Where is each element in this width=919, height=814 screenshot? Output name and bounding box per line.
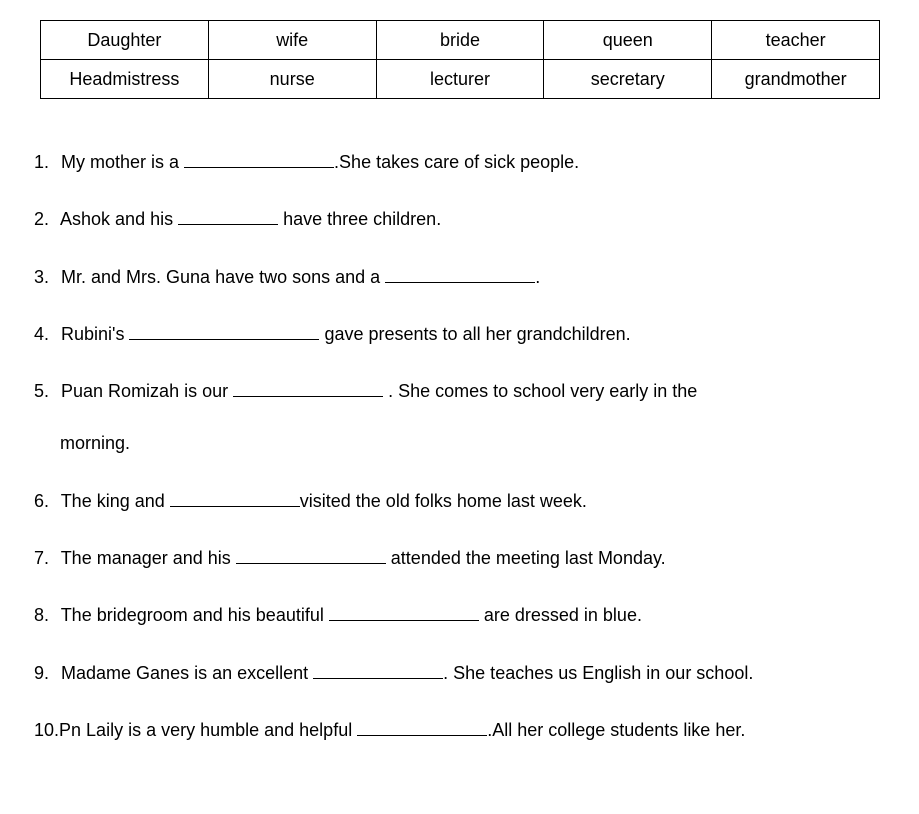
word-cell: lecturer: [376, 60, 544, 99]
question-text-pre: Ashok and his: [60, 209, 178, 229]
question-item: 1. My mother is a .She takes care of sic…: [34, 149, 879, 174]
question-text-post: . She teaches us English in our school.: [443, 663, 753, 683]
fill-blank[interactable]: [236, 545, 386, 564]
question-item: 5. Puan Romizah is our . She comes to sc…: [34, 378, 879, 456]
question-text-continuation: morning.: [60, 431, 879, 455]
question-text-pre: Rubini's: [61, 324, 129, 344]
question-text-pre: The bridegroom and his beautiful: [61, 605, 329, 625]
question-item: 8. The bridegroom and his beautiful are …: [34, 602, 879, 627]
word-cell: teacher: [712, 21, 880, 60]
fill-blank[interactable]: [329, 602, 479, 621]
question-text-pre: Madame Ganes is an excellent: [61, 663, 313, 683]
question-text-pre: The manager and his: [61, 548, 236, 568]
fill-blank[interactable]: [170, 488, 300, 507]
question-list: 1. My mother is a .She takes care of sic…: [34, 149, 879, 742]
word-cell: queen: [544, 21, 712, 60]
question-text-post: have three children.: [278, 209, 441, 229]
fill-blank[interactable]: [357, 717, 487, 736]
question-number: 10.: [34, 718, 59, 742]
question-item: 10.Pn Laily is a very humble and helpful…: [34, 717, 879, 742]
question-item: 7. The manager and his attended the meet…: [34, 545, 879, 570]
fill-blank[interactable]: [129, 321, 319, 340]
question-number: 2.: [34, 207, 56, 231]
question-number: 6.: [34, 489, 56, 513]
word-cell: nurse: [208, 60, 376, 99]
question-text-post: .She takes care of sick people.: [334, 152, 579, 172]
fill-blank[interactable]: [233, 378, 383, 397]
word-cell: Daughter: [41, 21, 209, 60]
question-number: 7.: [34, 546, 56, 570]
question-text-pre: The king and: [61, 491, 170, 511]
question-text-pre: Pn Laily is a very humble and helpful: [59, 720, 357, 740]
question-text-post: . She comes to school very early in the: [383, 381, 697, 401]
question-number: 1.: [34, 150, 56, 174]
question-text-post: gave presents to all her grandchildren.: [319, 324, 630, 344]
question-item: 6. The king and visited the old folks ho…: [34, 488, 879, 513]
question-number: 8.: [34, 603, 56, 627]
question-text-pre: My mother is a: [61, 152, 184, 172]
question-number: 3.: [34, 265, 56, 289]
word-cell: secretary: [544, 60, 712, 99]
fill-blank[interactable]: [184, 149, 334, 168]
word-bank-table: Daughter wife bride queen teacher Headmi…: [40, 20, 880, 99]
fill-blank[interactable]: [178, 206, 278, 225]
question-item: 3. Mr. and Mrs. Guna have two sons and a…: [34, 264, 879, 289]
word-cell: bride: [376, 21, 544, 60]
question-text-post: are dressed in blue.: [479, 605, 642, 625]
table-row: Headmistress nurse lecturer secretary gr…: [41, 60, 880, 99]
table-row: Daughter wife bride queen teacher: [41, 21, 880, 60]
word-cell: wife: [208, 21, 376, 60]
question-text-post: visited the old folks home last week.: [300, 491, 587, 511]
question-text-pre: Puan Romizah is our: [61, 381, 233, 401]
question-number: 4.: [34, 322, 56, 346]
question-item: 4. Rubini's gave presents to all her gra…: [34, 321, 879, 346]
question-item: 9. Madame Ganes is an excellent . She te…: [34, 660, 879, 685]
question-number: 9.: [34, 661, 56, 685]
fill-blank[interactable]: [313, 660, 443, 679]
question-text-post: attended the meeting last Monday.: [386, 548, 666, 568]
question-item: 2. Ashok and his have three children.: [34, 206, 879, 231]
word-cell: grandmother: [712, 60, 880, 99]
question-text-post: .: [535, 267, 540, 287]
question-number: 5.: [34, 379, 56, 403]
question-text-pre: Mr. and Mrs. Guna have two sons and a: [61, 267, 385, 287]
fill-blank[interactable]: [385, 264, 535, 283]
word-cell: Headmistress: [41, 60, 209, 99]
worksheet-page: Daughter wife bride queen teacher Headmi…: [0, 0, 919, 814]
question-text-post: .All her college students like her.: [487, 720, 745, 740]
